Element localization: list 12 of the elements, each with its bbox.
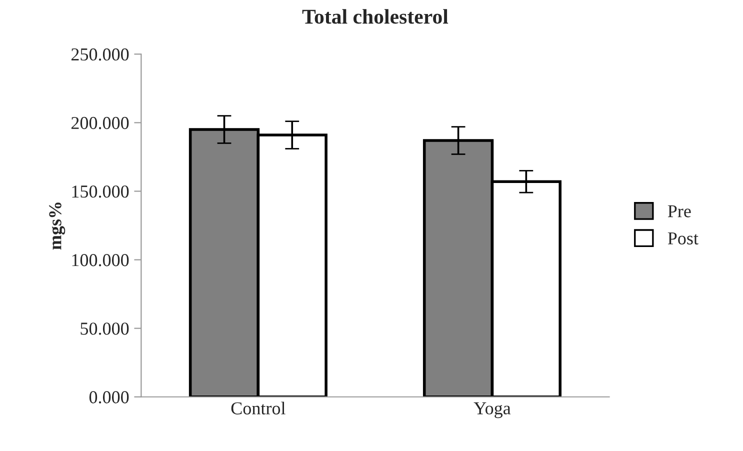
x-tick-label: Control [231,402,286,414]
legend-label: Post [668,232,698,244]
y-axis-title: mgs% [49,202,66,250]
y-tick-label: 200.000 [71,116,129,130]
y-tick-label: 100.000 [72,254,129,266]
y-tick-label: 150.000 [72,185,129,198]
y-tick-label: 0.000 [89,391,129,404]
x-tick-label: Yoga [474,402,511,418]
y-tick-label: 50.000 [80,322,129,335]
chart-title: Total cholesterol [302,9,448,24]
y-tick-label: 250.000 [71,48,129,61]
legend-label: Pre [668,205,691,218]
